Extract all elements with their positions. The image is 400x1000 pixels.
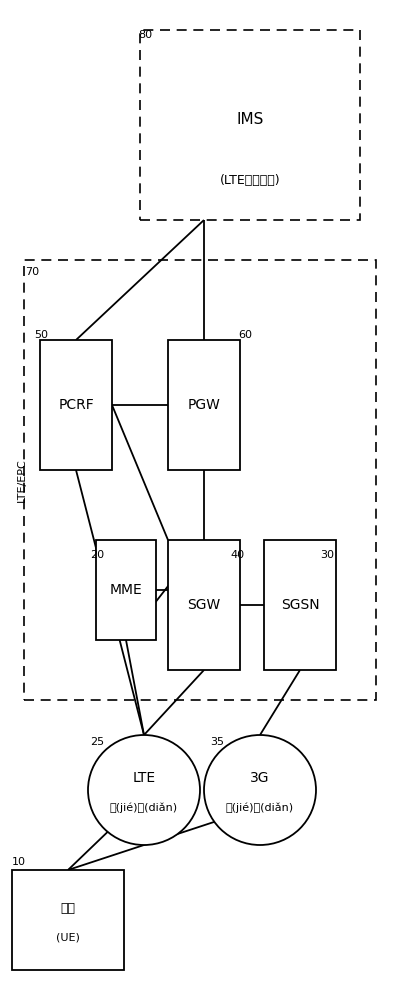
Ellipse shape	[204, 735, 316, 845]
Text: 30: 30	[320, 550, 334, 560]
Bar	[168, 340, 240, 470]
Bar	[96, 540, 156, 640]
Text: 70: 70	[25, 267, 39, 277]
Ellipse shape	[88, 735, 200, 845]
Text: 節(jié)點(diǎn): 節(jié)點(diǎn)	[110, 803, 178, 813]
Text: LTE/EPC: LTE/EPC	[17, 458, 27, 502]
Text: SGW: SGW	[187, 598, 221, 612]
Bar	[140, 30, 360, 220]
Text: LTE: LTE	[132, 771, 156, 785]
Text: (LTE上的語音): (LTE上的語音)	[220, 174, 280, 186]
Text: PGW: PGW	[188, 398, 220, 412]
Text: 20: 20	[90, 550, 104, 560]
Bar	[24, 260, 376, 700]
Text: IMS: IMS	[236, 112, 264, 127]
Text: 60: 60	[238, 330, 252, 340]
Text: 3G: 3G	[250, 771, 270, 785]
Bar	[40, 340, 112, 470]
Text: 終端: 終端	[60, 902, 76, 914]
Text: 80: 80	[138, 30, 152, 40]
Text: 25: 25	[90, 737, 104, 747]
Text: PCRF: PCRF	[58, 398, 94, 412]
Text: SGSN: SGSN	[281, 598, 319, 612]
Bar	[264, 540, 336, 670]
Text: 40: 40	[230, 550, 244, 560]
Text: 節(jié)點(diǎn): 節(jié)點(diǎn)	[226, 803, 294, 813]
Text: 35: 35	[210, 737, 224, 747]
Text: (UE): (UE)	[56, 933, 80, 943]
Bar	[168, 540, 240, 670]
Bar	[12, 870, 124, 970]
Text: 10: 10	[12, 857, 26, 867]
Text: 50: 50	[34, 330, 48, 340]
Text: MME: MME	[110, 583, 142, 597]
